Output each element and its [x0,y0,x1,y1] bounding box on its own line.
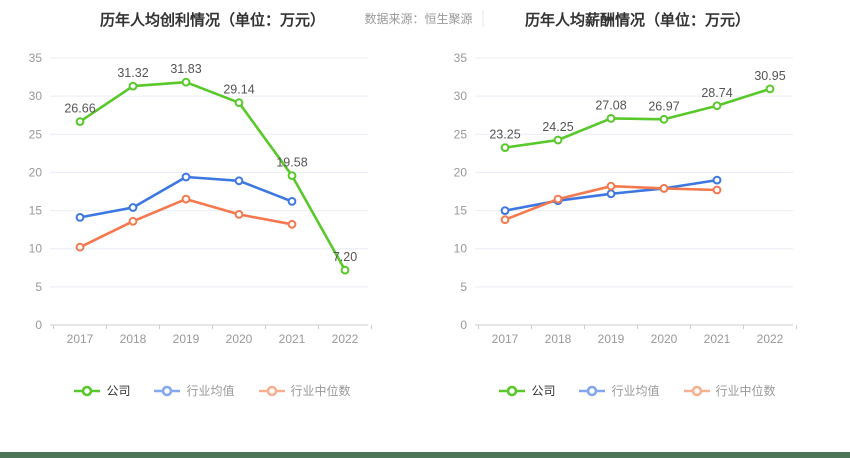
svg-text:25: 25 [29,127,43,141]
svg-text:2019: 2019 [598,332,625,346]
svg-text:20: 20 [29,165,43,179]
legend-item-公司[interactable]: 公司 [74,382,130,399]
chart-title-profit: 历年人均创利情况（单位：万元） [99,12,325,29]
svg-text:15: 15 [29,204,43,218]
svg-text:2018: 2018 [120,332,147,346]
legend-item-公司[interactable]: 公司 [499,382,555,399]
chart-legend-profit: 公司 行业均值 行业中位数 [0,382,425,399]
svg-text:26.66: 26.66 [64,102,95,116]
svg-text:31.32: 31.32 [117,66,148,80]
svg-text:10: 10 [29,242,43,256]
legend-label: 公司 [531,384,556,398]
svg-text:2020: 2020 [651,332,678,346]
legend-label: 公司 [106,384,131,398]
svg-text:2022: 2022 [757,332,784,346]
legend-item-行业中位数[interactable]: 行业中位数 [683,382,776,399]
svg-text:0: 0 [460,318,467,332]
chart-panel-profit-per-capita: 历年人均创利情况（单位：万元） 0 5 10 15 20 25 30 35 2017 2018 20… [0,0,425,399]
svg-text:27.08: 27.08 [595,98,626,112]
legend-label: 行业中位数 [290,384,351,398]
svg-text:35: 35 [29,51,43,65]
legend-item-行业中位数[interactable]: 行业中位数 [258,382,351,399]
svg-text:5: 5 [460,280,467,294]
svg-text:2021: 2021 [279,332,306,346]
legend-line-marker-icon [683,385,710,396]
svg-text:30: 30 [29,89,43,103]
line-chart-salary: 0 5 10 15 20 25 30 35 2017 2018 2019 2020 2021 2022 23… [454,51,797,346]
bottom-accent-bar [0,452,850,458]
svg-text:35: 35 [454,51,468,65]
svg-text:24.25: 24.25 [542,120,573,134]
svg-text:2020: 2020 [226,332,253,346]
legend-item-行业均值[interactable]: 行业均值 [579,382,660,399]
svg-text:2017: 2017 [67,332,94,346]
svg-text:30: 30 [454,89,468,103]
chart-title-salary: 历年人均薪酬情况（单位：万元） [524,12,750,29]
charts-row: 历年人均创利情况（单位：万元） 0 5 10 15 20 25 30 35 2017 2018 20… [0,0,850,399]
svg-text:26.97: 26.97 [648,99,679,113]
svg-text:23.25: 23.25 [489,128,520,142]
svg-text:5: 5 [35,280,42,294]
svg-text:0: 0 [35,318,42,332]
svg-text:28.74: 28.74 [701,86,732,100]
svg-text:15: 15 [454,204,468,218]
legend-item-行业均值[interactable]: 行业均值 [154,382,235,399]
chart-legend-salary: 公司 行业均值 行业中位数 [425,382,850,399]
legend-line-marker-icon [154,385,181,396]
svg-text:30.95: 30.95 [754,69,785,83]
svg-text:2019: 2019 [173,332,200,346]
legend-label: 行业中位数 [715,384,776,398]
svg-text:2018: 2018 [545,332,572,346]
svg-text:25: 25 [454,127,468,141]
svg-text:10: 10 [454,242,468,256]
svg-text:29.14: 29.14 [223,83,254,97]
legend-label: 行业均值 [186,384,235,398]
svg-text:2017: 2017 [492,332,519,346]
svg-text:31.83: 31.83 [170,62,201,76]
legend-label: 行业均值 [611,384,660,398]
svg-text:7.20: 7.20 [333,250,357,264]
data-source-watermark: 数据来源：恒生聚源 [364,10,484,27]
chart-panel-salary-per-capita: 历年人均薪酬情况（单位：万元） 0 5 10 15 20 25 30 35 2017 2018 20… [425,0,850,399]
svg-text:2022: 2022 [332,332,359,346]
svg-text:19.58: 19.58 [276,156,307,170]
legend-line-marker-icon [258,385,285,396]
svg-text:20: 20 [454,165,468,179]
legend-line-marker-icon [499,385,526,396]
svg-text:2021: 2021 [704,332,731,346]
legend-line-marker-icon [579,385,606,396]
legend-line-marker-icon [74,385,101,396]
line-chart-profit: 0 5 10 15 20 25 30 35 2017 2018 2019 2020 2021 2022 26… [29,51,372,346]
